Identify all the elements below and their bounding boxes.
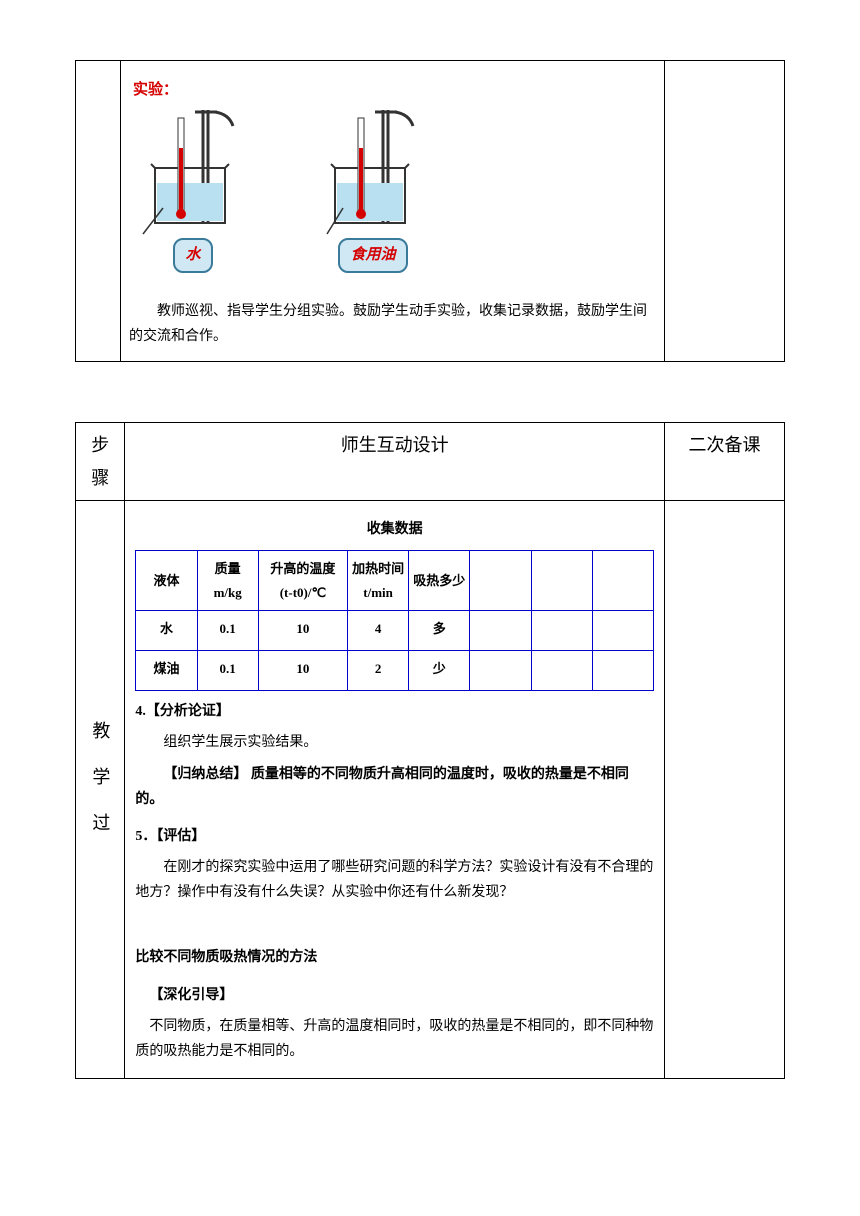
notes-cell xyxy=(665,501,785,1079)
data-table-header-row: 液体 质量m/kg 升高的温度(t-t0)/℃ 加热时间t/min 吸热多少 xyxy=(136,551,654,611)
section-5-title: 5．【评估】 xyxy=(135,824,654,849)
header-notes: 二次备课 xyxy=(665,423,785,501)
cell-blank xyxy=(470,651,531,691)
cell-blank xyxy=(531,611,592,651)
compare-title: 比较不同物质吸热情况的方法 xyxy=(135,945,654,970)
cell-blank xyxy=(531,651,592,691)
th-blank xyxy=(531,551,592,611)
sidebar-text: 教学过 xyxy=(84,721,116,859)
th-blank xyxy=(470,551,531,611)
section-4-title: 4.【分析论证】 xyxy=(135,699,654,724)
beaker-row: 水 xyxy=(133,108,652,273)
s4-summary: 【归纳总结】 质量相等的不同物质升高相同的温度时，吸收的热量是不相同的。 xyxy=(135,762,654,812)
table-row: 水 0.1 10 4 多 xyxy=(136,611,654,651)
cell-blank xyxy=(470,611,531,651)
top-right-cell xyxy=(665,61,785,362)
cell-liquid: 水 xyxy=(136,611,197,651)
cell-time: 4 xyxy=(348,611,409,651)
main-content-cell: 收集数据 液体 质量m/kg 升高的温度(t-t0)/℃ 加热时间t/min 吸… xyxy=(125,501,665,1079)
cell-blank xyxy=(592,611,653,651)
beaker-oil: 食用油 xyxy=(313,108,433,273)
data-collection-heading: 收集数据 xyxy=(135,517,654,542)
top-middle-cell: 实验： xyxy=(121,61,665,362)
top-continuation-table: 实验： xyxy=(75,60,785,362)
oil-label: 食用油 xyxy=(338,238,407,273)
beaker-oil-svg xyxy=(313,108,433,238)
cell-time: 2 xyxy=(348,651,409,691)
th-liquid: 液体 xyxy=(136,551,197,611)
header-steps: 步骤 xyxy=(76,423,125,501)
beaker-water-svg xyxy=(133,108,253,238)
table-row: 煤油 0.1 10 2 少 xyxy=(136,651,654,691)
th-mass: 质量m/kg xyxy=(197,551,258,611)
th-blank xyxy=(592,551,653,611)
experiment-label: 实验： xyxy=(133,77,652,104)
s4-p1: 组织学生展示实验结果。 xyxy=(135,730,654,755)
th-heat: 吸热多少 xyxy=(409,551,470,611)
sidebar-cell: 教学过 xyxy=(76,501,125,1079)
cell-liquid: 煤油 xyxy=(136,651,197,691)
cell-temp: 10 xyxy=(258,611,347,651)
summary-label: 【归纳总结】 xyxy=(163,767,247,782)
cell-mass: 0.1 xyxy=(197,611,258,651)
top-instruction: 教师巡视、指导学生分组实验。鼓励学生动手实验，收集记录数据，鼓励学生间的交流和合… xyxy=(129,299,656,349)
data-table: 液体 质量m/kg 升高的温度(t-t0)/℃ 加热时间t/min 吸热多少 水… xyxy=(135,550,654,691)
th-time: 加热时间t/min xyxy=(348,551,409,611)
deepen-title: 【深化引导】 xyxy=(135,983,654,1008)
cell-mass: 0.1 xyxy=(197,651,258,691)
experiment-figure: 实验： xyxy=(129,67,656,293)
cell-temp: 10 xyxy=(258,651,347,691)
main-lesson-table: 步骤 师生互动设计 二次备课 教学过 收集数据 液体 质量m/kg 升高的温度(… xyxy=(75,422,785,1079)
main-header-row: 步骤 师生互动设计 二次备课 xyxy=(76,423,785,501)
cell-heat: 多 xyxy=(409,611,470,651)
top-left-cell xyxy=(76,61,121,362)
deepen-p1: 不同物质，在质量相等、升高的温度相同时，吸收的热量是不相同的，即不同种物质的吸热… xyxy=(135,1014,654,1064)
header-interaction: 师生互动设计 xyxy=(125,423,665,501)
th-temp: 升高的温度(t-t0)/℃ xyxy=(258,551,347,611)
s5-p1: 在刚才的探究实验中运用了哪些研究问题的科学方法？实验设计有没有不合理的地方？操作… xyxy=(135,855,654,905)
cell-heat: 少 xyxy=(409,651,470,691)
cell-blank xyxy=(592,651,653,691)
water-label: 水 xyxy=(173,238,212,273)
beaker-water: 水 xyxy=(133,108,253,273)
